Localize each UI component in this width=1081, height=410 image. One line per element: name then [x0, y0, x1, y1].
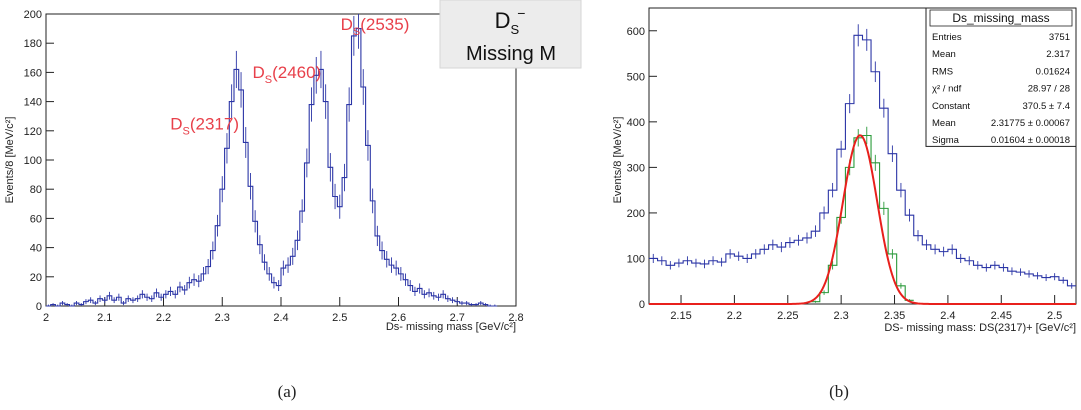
error-bars-b-all — [652, 24, 1073, 289]
x-axis-label-b: DS- missing mass: DS(2317)+ [GeV/c²] — [884, 322, 1076, 334]
caption-a: (a) — [278, 382, 297, 401]
peak-label-rest: (2460) — [272, 63, 321, 82]
y-tick-label: 20 — [30, 272, 42, 284]
x-tick-label: 2.45 — [991, 310, 1012, 322]
legend-title-a: D — [495, 8, 511, 33]
stats-label: RMS — [932, 66, 953, 77]
x-tick-label: 2.1 — [97, 312, 112, 324]
stats-value: 0.01624 — [1036, 66, 1070, 77]
y-axis-label-b: Events/8 [MeV/c²] — [612, 117, 624, 204]
x-tick-label: 2.4 — [940, 310, 955, 322]
stats-label: Entries — [932, 32, 962, 43]
y-tick-label: 200 — [627, 208, 645, 220]
peak-annotations-a: DS(2317)DS(2460)DS(2535) — [170, 15, 409, 137]
x-tick-label: 2.5 — [332, 312, 347, 324]
stats-value: 0.01604 ± 0.00018 — [991, 135, 1070, 146]
stats-box-b: Ds_missing_mass Entries 3751 Mean 2.317 RMS 0.… — [925, 7, 1077, 147]
svg-text:DS−: DS− — [495, 5, 526, 37]
legend-subtitle-a: Missing M — [466, 43, 556, 65]
y-tick-label: 140 — [24, 97, 42, 109]
x-tick-label: 2 — [43, 312, 49, 324]
stats-label: Constant — [932, 101, 970, 112]
peak-label-sub: S — [353, 26, 360, 38]
x-axis-b: 2.15 2.2 2.25 2.3 2.35 2.4 2.45 2.5 — [670, 295, 1062, 322]
peak-label-sub: S — [265, 74, 272, 86]
x-axis-a: 2 2.1 2.2 2.3 2.4 2.5 2.6 2.7 2.8 — [43, 297, 524, 324]
y-tick-label: 80 — [30, 184, 42, 196]
y-tick-label: 100 — [627, 253, 645, 265]
stats-label: Sigma — [932, 135, 960, 146]
x-axis-label-a: Ds- missing mass [GeV/c²] — [386, 321, 516, 333]
stats-label: Mean — [932, 118, 956, 129]
peak-label: DS(2317) — [170, 114, 239, 137]
chart-panel-a: 0 20 40 60 80 100 120 140 160 180 200 2 2.1 2.2 2.3 2.… — [4, 0, 582, 333]
peak-label-main: D — [341, 15, 353, 34]
stats-value: 2.31775 ± 0.00067 — [991, 118, 1070, 129]
y-tick-label: 600 — [627, 26, 645, 38]
y-tick-label: 180 — [24, 38, 42, 50]
stats-title: Ds_missing_mass — [952, 11, 1049, 25]
y-tick-label: 400 — [627, 117, 645, 129]
histogram-a — [46, 28, 498, 307]
y-tick-label: 40 — [30, 243, 42, 255]
gaussian-fit-curve — [649, 134, 1076, 305]
x-tick-label: 2.35 — [884, 310, 905, 322]
peak-label-main: D — [170, 114, 182, 133]
y-axis-label-a: Events/8 [MeV/c²] — [4, 117, 16, 204]
stats-value: 2.317 — [1046, 49, 1070, 60]
y-axis-a: 0 20 40 60 80 100 120 140 160 180 200 — [24, 9, 54, 313]
x-tick-label: 2.5 — [1047, 310, 1062, 322]
y-tick-label: 60 — [30, 213, 42, 225]
error-bars-b-signal — [815, 126, 910, 303]
y-tick-label: 120 — [24, 126, 42, 138]
legend-box-a: DS− Missing M — [439, 0, 582, 69]
y-tick-label: 500 — [627, 71, 645, 83]
stats-label: Mean — [932, 49, 956, 60]
y-tick-label: 160 — [24, 67, 42, 79]
peak-label: DS(2460) — [252, 63, 321, 86]
x-tick-label: 2.4 — [273, 312, 288, 324]
stats-value: 370.5 ± 7.4 — [1023, 101, 1070, 112]
x-tick-label: 2.6 — [391, 312, 406, 324]
error-bars-a — [47, 14, 496, 306]
peak-label-rest: (2317) — [190, 114, 239, 133]
y-tick-label: 100 — [24, 155, 42, 167]
stats-value: 3751 — [1049, 32, 1070, 43]
y-axis-b: 0 100 200 300 400 500 600 — [627, 26, 657, 311]
x-tick-label: 2.2 — [727, 310, 742, 322]
x-tick-label: 2.25 — [777, 310, 798, 322]
legend-title-sup-a: − — [517, 5, 525, 21]
y-tick-label: 300 — [627, 162, 645, 174]
peak-label-main: D — [252, 63, 264, 82]
stats-label: χ² / ndf — [932, 84, 962, 95]
peak-label: DS(2535) — [341, 15, 410, 38]
y-tick-label: 0 — [36, 301, 42, 313]
x-tick-label: 2.15 — [670, 310, 691, 322]
peak-label-sub: S — [183, 125, 190, 137]
x-tick-label: 2.7 — [450, 312, 465, 324]
plot-frame-b — [648, 7, 1077, 305]
peak-label-rest: (2535) — [360, 15, 409, 34]
x-tick-label: 2.3 — [834, 310, 849, 322]
y-tick-label: 200 — [24, 9, 42, 21]
stats-box-frame — [925, 7, 1077, 147]
x-tick-label: 2.3 — [215, 312, 230, 324]
x-tick-label: 2.8 — [508, 312, 523, 324]
caption-b: (b) — [829, 382, 849, 401]
y-tick-label: 0 — [639, 299, 645, 311]
stats-value: 28.97 / 28 — [1028, 84, 1070, 95]
legend-title-sub-a: S — [511, 22, 520, 37]
stats-title-frame — [929, 9, 1073, 27]
x-tick-label: 2.2 — [156, 312, 171, 324]
